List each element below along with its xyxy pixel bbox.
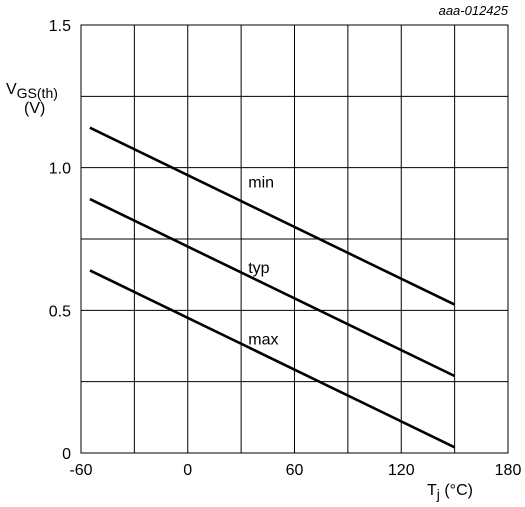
- x-axis-label-main: T: [427, 482, 437, 499]
- grid-lines: [80, 24, 509, 454]
- series-label-typ: typ: [248, 260, 269, 277]
- x-axis-label-unit: (°C): [440, 482, 473, 499]
- y-axis-label-main: V: [6, 81, 17, 98]
- y-axis-unit: (V): [24, 100, 45, 117]
- y-tick-label: 1.0: [49, 161, 71, 178]
- y-tick-label: 1.5: [49, 18, 71, 35]
- x-tick-label: -60: [69, 462, 92, 479]
- series-label-max: max: [248, 332, 278, 349]
- x-tick-label: 0: [183, 462, 192, 479]
- x-tick-label: 180: [495, 462, 522, 479]
- y-tick-labels: 0 0.5 1.0 1.5: [49, 18, 71, 463]
- reference-code: aaa-012425: [439, 3, 509, 18]
- x-axis-label: Tj (°C): [427, 482, 473, 502]
- plot-frame: [80, 24, 509, 454]
- x-tick-labels: -60 0 60 120 180: [69, 462, 521, 479]
- series-label-min: min: [248, 175, 274, 192]
- y-axis-label-sub: GS(th): [17, 85, 58, 101]
- series-labels: min typ max: [248, 175, 278, 349]
- series-line-typ: [89, 197, 456, 378]
- x-axis-label-sub: j: [436, 486, 440, 502]
- series-line-min: [89, 126, 456, 306]
- y-tick-label: 0: [62, 446, 71, 463]
- x-tick-label: 120: [388, 462, 415, 479]
- series-line-max: [89, 269, 456, 449]
- x-tick-label: 60: [286, 462, 304, 479]
- y-axis-label: VGS(th): [6, 81, 58, 101]
- y-tick-label: 0.5: [49, 303, 71, 320]
- data-series: [89, 126, 456, 449]
